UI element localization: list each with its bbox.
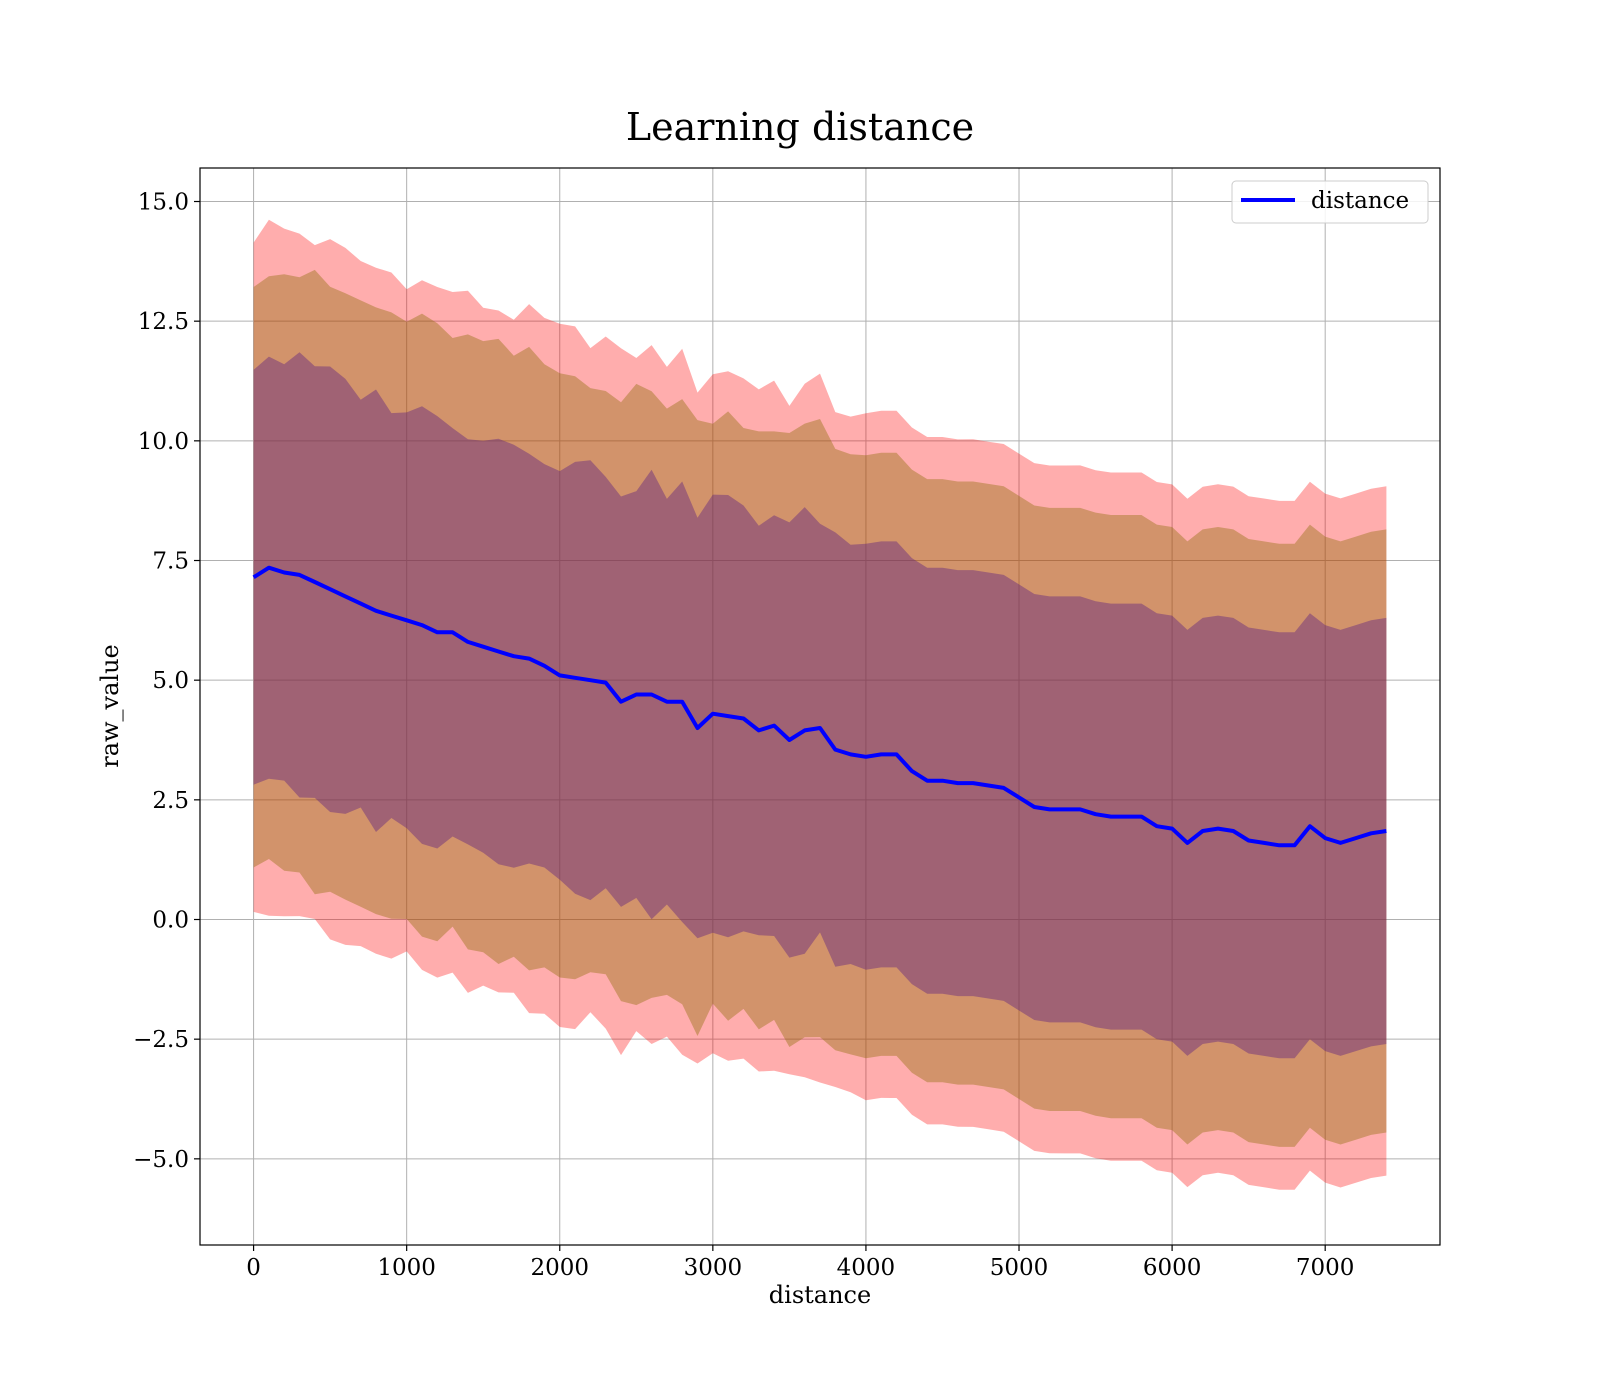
band-3-sigma — [253, 219, 1387, 1190]
band-1-sigma — [253, 352, 1387, 1059]
y-tick-label: 15.0 — [138, 190, 189, 216]
grid — [200, 168, 1440, 1245]
y-tick-label: 12.5 — [138, 309, 189, 335]
legend-box — [1231, 180, 1429, 224]
x-tick-label: 5000 — [990, 1255, 1049, 1281]
x-tick-label: 3000 — [684, 1255, 743, 1281]
y-tick-label: −5.0 — [133, 1147, 189, 1173]
chart-title: Learning distance — [626, 105, 974, 149]
y-axis-label: raw_value — [96, 644, 124, 768]
y-tick-label: 0.0 — [152, 908, 189, 934]
y-tick-label: −2.5 — [133, 1027, 189, 1053]
x-tick-label: 7000 — [1296, 1255, 1355, 1281]
legend: distance — [1231, 180, 1429, 224]
x-tick-label: 2000 — [530, 1255, 589, 1281]
y-tick-label: 5.0 — [152, 668, 189, 694]
plot-frame — [199, 167, 1441, 1246]
x-tick-label: 0 — [246, 1255, 261, 1281]
series-lines — [252, 565, 1387, 848]
x-tick-label: 1000 — [377, 1255, 436, 1281]
y-tick-label: 2.5 — [152, 788, 189, 814]
ticks: 0 1000 2000 3000 4000 5000 6000 7000 −5.0 −2.5 0.0… — [133, 190, 1354, 1281]
series-line-distance — [252, 565, 1387, 848]
bands — [253, 219, 1387, 1190]
x-axis-label: distance — [769, 1281, 871, 1309]
x-tick-label: 4000 — [837, 1255, 896, 1281]
band-2-sigma — [253, 269, 1387, 1147]
y-tick-label: 7.5 — [152, 549, 189, 575]
legend-label-distance: distance — [1311, 188, 1409, 214]
y-tick-label: 10.0 — [138, 429, 189, 455]
x-tick-label: 6000 — [1143, 1255, 1202, 1281]
